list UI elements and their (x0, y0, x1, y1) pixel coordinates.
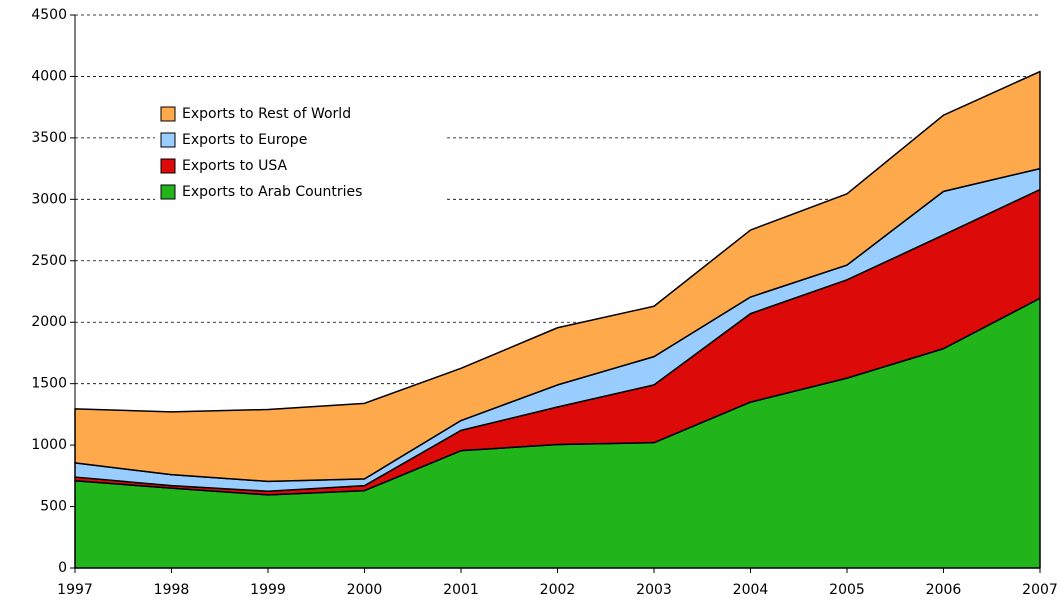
legend-box (155, 102, 445, 210)
legend-label: Exports to Arab Countries (182, 184, 362, 200)
x-tick-label: 1999 (250, 582, 286, 598)
legend-swatch (160, 158, 176, 174)
x-tick-label: 2000 (347, 582, 383, 598)
legend-label: Exports to USA (182, 158, 287, 174)
x-tick-label: 1998 (154, 582, 190, 598)
legend-swatch (160, 106, 176, 122)
x-tick-label: 1997 (57, 582, 93, 598)
y-tick-label: 2000 (31, 314, 67, 330)
y-tick-label: 3500 (31, 130, 67, 146)
x-tick-label: 2006 (926, 582, 962, 598)
x-tick-label: 2007 (1022, 582, 1058, 598)
y-tick-label: 4000 (31, 68, 67, 84)
x-tick-label: 2002 (540, 582, 576, 598)
x-tick-label: 2004 (733, 582, 769, 598)
area (74, 70, 1041, 483)
legend-label: Exports to Rest of World (182, 106, 351, 122)
y-tick-label: 500 (40, 499, 67, 515)
y-tick-label: 4500 (31, 7, 67, 23)
y-tick-label: 3000 (31, 191, 67, 207)
legend-label: Exports to Europe (182, 132, 307, 148)
legend-swatch (160, 132, 176, 148)
legend-swatch (160, 184, 176, 200)
x-tick-label: 2001 (443, 582, 479, 598)
x-tick-label: 2005 (829, 582, 865, 598)
x-tick-label: 2003 (636, 582, 672, 598)
y-tick-label: 1500 (31, 376, 67, 392)
y-tick-label: 2500 (31, 253, 67, 269)
y-tick-label: 0 (58, 560, 67, 576)
y-tick-label: 1000 (31, 437, 67, 453)
